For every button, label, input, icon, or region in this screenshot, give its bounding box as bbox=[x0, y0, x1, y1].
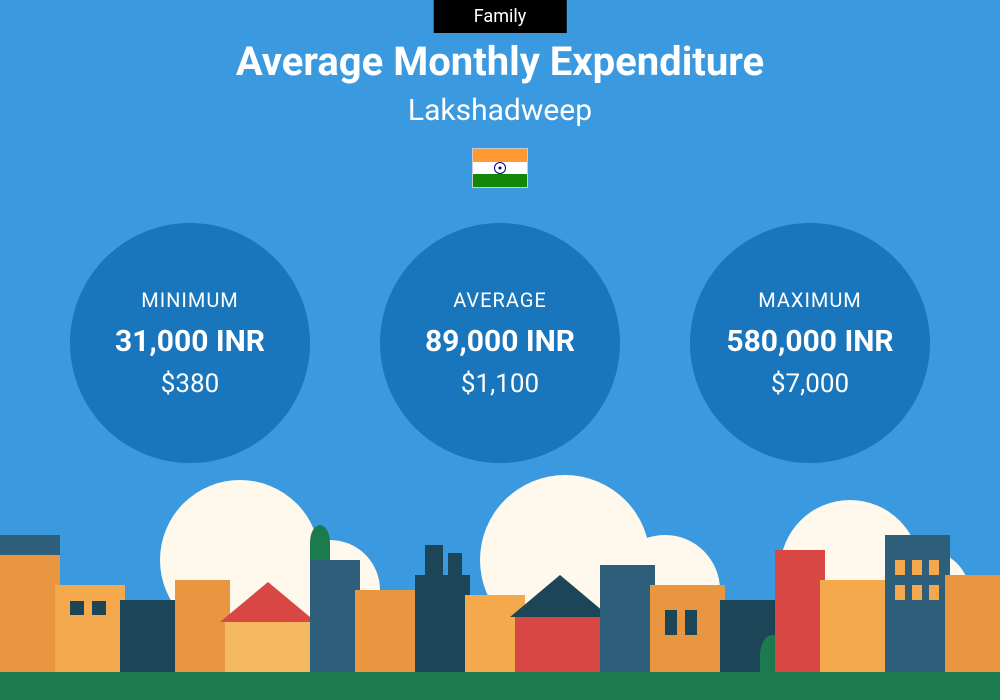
window-shape bbox=[70, 601, 84, 615]
stat-value-inr: 31,000 INR bbox=[115, 324, 265, 359]
stat-value-inr: 89,000 INR bbox=[425, 324, 575, 359]
stat-value-inr: 580,000 INR bbox=[726, 324, 893, 359]
ground-strip bbox=[0, 672, 1000, 700]
minimum-stat-circle: MINIMUM 31,000 INR $380 bbox=[70, 223, 310, 463]
building-shape bbox=[310, 560, 360, 675]
building-shape bbox=[415, 575, 470, 675]
building-shape bbox=[775, 550, 825, 675]
cityscape-illustration bbox=[0, 480, 1000, 700]
flag-saffron-stripe bbox=[473, 149, 527, 162]
chimney-shape bbox=[448, 553, 462, 575]
house-shape bbox=[515, 615, 605, 675]
india-flag-icon bbox=[472, 148, 528, 188]
category-tab: Family bbox=[434, 0, 567, 33]
stat-label: MINIMUM bbox=[141, 288, 239, 312]
building-shape bbox=[945, 575, 1000, 675]
house-roof bbox=[220, 582, 316, 622]
stat-value-usd: $1,100 bbox=[461, 369, 539, 399]
building-shape bbox=[355, 590, 420, 675]
location-subtitle: Lakshadweep bbox=[0, 93, 1000, 128]
building-shape bbox=[820, 580, 890, 675]
window-shape bbox=[685, 610, 697, 635]
window-shape bbox=[929, 585, 939, 600]
building-shape bbox=[120, 600, 180, 675]
window-shape bbox=[665, 610, 677, 635]
tree-shape bbox=[310, 525, 330, 560]
building-shape bbox=[600, 565, 655, 675]
stat-value-usd: $7,000 bbox=[771, 369, 849, 399]
window-shape bbox=[895, 560, 905, 575]
building-shape bbox=[55, 585, 125, 675]
building-shape bbox=[885, 535, 950, 675]
building-roof bbox=[0, 535, 60, 555]
building-shape bbox=[0, 555, 60, 675]
stat-circles-row: MINIMUM 31,000 INR $380 AVERAGE 89,000 I… bbox=[0, 223, 1000, 463]
window-shape bbox=[92, 601, 106, 615]
stat-value-usd: $380 bbox=[161, 369, 219, 399]
stat-label: MAXIMUM bbox=[758, 288, 862, 312]
stat-label: AVERAGE bbox=[453, 288, 547, 312]
tab-label: Family bbox=[474, 6, 527, 27]
house-roof bbox=[510, 575, 610, 617]
ashoka-chakra-icon bbox=[494, 162, 506, 174]
window-shape bbox=[895, 585, 905, 600]
average-stat-circle: AVERAGE 89,000 INR $1,100 bbox=[380, 223, 620, 463]
window-shape bbox=[929, 560, 939, 575]
flag-green-stripe bbox=[473, 174, 527, 187]
window-shape bbox=[912, 560, 922, 575]
chimney-shape bbox=[425, 545, 443, 575]
page-title: Average Monthly Expenditure bbox=[0, 38, 1000, 85]
flag-white-stripe bbox=[473, 162, 527, 175]
house-shape bbox=[225, 620, 310, 675]
maximum-stat-circle: MAXIMUM 580,000 INR $7,000 bbox=[690, 223, 930, 463]
infographic-container: Family Average Monthly Expenditure Laksh… bbox=[0, 0, 1000, 700]
window-shape bbox=[912, 585, 922, 600]
